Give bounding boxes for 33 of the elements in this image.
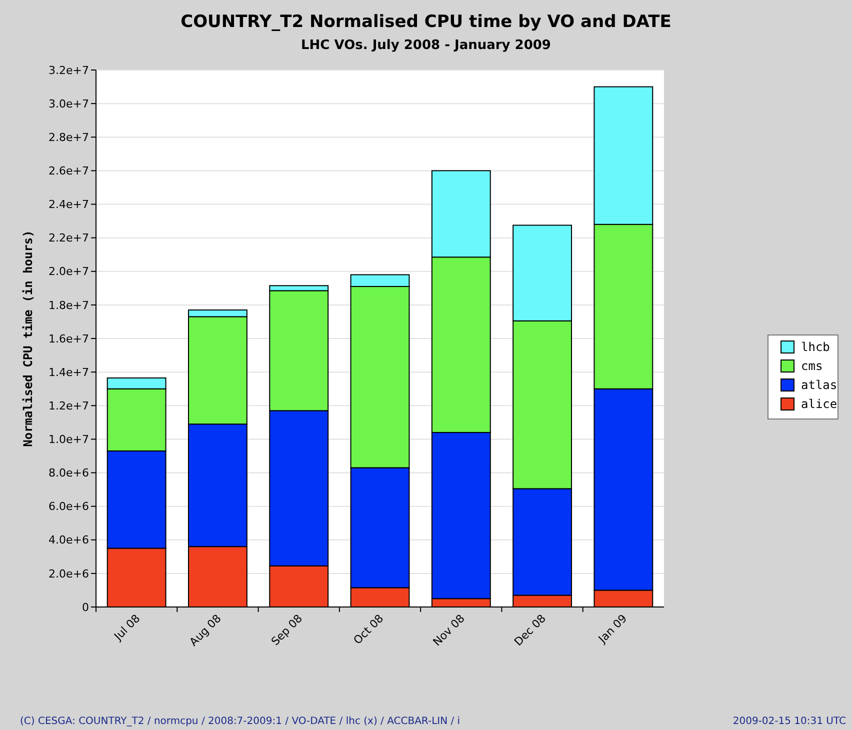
y-tick-label: 2.6e+7 — [48, 164, 89, 178]
y-axis-title: Normalised CPU time (in hours) — [21, 230, 35, 447]
y-tick-label: 2.0e+7 — [48, 265, 89, 278]
legend-label: atlas — [801, 378, 838, 392]
text: (C) CESGA: COUNTRY_T2 / normcpu / 2008:7-2009:1 / VO-DATE / lhc (x) / ACCBAR-LIN / i — [20, 716, 460, 727]
text: 2009-02-15 10:31 UTC — [732, 716, 846, 727]
legend-label: alice — [801, 397, 838, 412]
y-tick-label: 1.2e+7 — [48, 399, 89, 412]
y-tick-label: 8.0e+6 — [48, 466, 89, 480]
x-tick-label: Dec 08 — [512, 612, 548, 649]
y-tick-label: 4.0e+6 — [48, 534, 89, 547]
chart-subtitle: LHC VOs. July 2008 - January 2009 — [301, 38, 551, 53]
x-tick-label: Jan 09 — [595, 612, 630, 646]
y-tick-label: 0 — [82, 600, 89, 614]
legend-label: lhcb — [801, 340, 830, 354]
y-tick-label: 1.4e+7 — [48, 366, 89, 379]
x-tick-label: Aug 08 — [187, 612, 224, 649]
y-tick-label: 2.8e+7 — [48, 130, 89, 144]
y-tick-label: 6.0e+6 — [48, 500, 89, 514]
chart-title: COUNTRY_T2 Normalised CPU time by VO and DATE — [180, 12, 672, 32]
y-tick-label: 1.0e+7 — [48, 433, 89, 446]
y-tick-label: 1.6e+7 — [48, 332, 89, 346]
x-tick-label: Oct 08 — [351, 612, 386, 647]
y-tick-label: 3.0e+7 — [48, 97, 89, 110]
legend-label: cms — [801, 359, 823, 374]
x-tick-label: Jul 08 — [111, 612, 143, 644]
y-tick-label: 1.8e+7 — [48, 298, 89, 312]
y-tick-label: 3.2e+7 — [48, 64, 89, 77]
x-tick-label: Nov 08 — [430, 612, 468, 649]
y-tick-label: 2.2e+7 — [48, 232, 89, 245]
y-tick-label: 2.4e+7 — [48, 198, 89, 212]
x-tick-label: Sep 08 — [268, 612, 305, 648]
y-tick-label: 2.0e+6 — [48, 567, 89, 580]
